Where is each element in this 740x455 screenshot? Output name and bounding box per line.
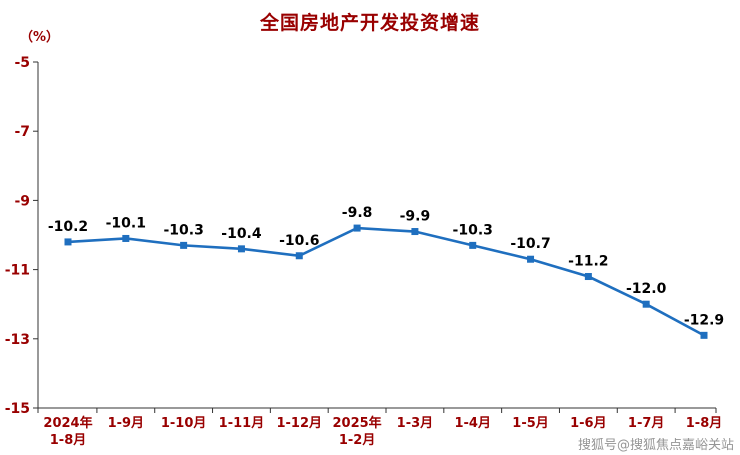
- x-tick-label: 1-11月: [219, 416, 265, 431]
- data-point-marker: [469, 241, 477, 249]
- data-point-marker: [411, 228, 419, 236]
- y-tick-label: -15: [5, 401, 30, 417]
- x-tick-label: 1-7月: [628, 416, 665, 431]
- y-tick-label: -5: [14, 55, 30, 71]
- chart-svg: -5 -7 -9 -11 -13 -15 2024年 1-8月 1-9月 1-10月 1-11月 1-…: [5, 55, 724, 448]
- x-tick-label: 2024年 1-8月: [43, 415, 92, 448]
- x-tick-label: 2025年 1-2月: [332, 415, 381, 448]
- data-point-marker: [64, 238, 72, 246]
- data-point-marker: [527, 255, 535, 263]
- data-point-marker: [584, 273, 592, 281]
- data-value-label: -11.2: [568, 254, 608, 270]
- y-tick-label: -9: [14, 193, 30, 209]
- axes: [37, 62, 716, 409]
- data-value-label: -10.2: [48, 219, 88, 235]
- watermark: 搜狐号@搜狐焦点嘉峪关站: [577, 438, 734, 453]
- x-axis-labels: 2024年 1-8月 1-9月 1-10月 1-11月 1-12月 2025年 1-2月 1-3…: [43, 415, 722, 448]
- data-value-label: -10.3: [163, 222, 203, 238]
- data-value-label: -10.4: [221, 226, 262, 242]
- data-value-label: -12.0: [626, 281, 667, 297]
- data-labels: -10.2 -10.1 -10.3 -10.4 -10.6 -9.8 -9.9 -10.3 -1…: [48, 205, 724, 328]
- x-tick-label: 1-10月: [161, 416, 207, 431]
- data-point-marker: [180, 241, 188, 249]
- chart-title: 全国房地产开发投资增速: [259, 12, 480, 34]
- data-value-label: -9.8: [342, 205, 373, 221]
- x-tick-label: 1-9月: [108, 416, 145, 431]
- data-point-marker: [237, 245, 245, 253]
- data-value-label: -10.6: [279, 233, 319, 249]
- y-axis: -5 -7 -9 -11 -13 -15: [5, 55, 38, 417]
- x-tick-label: 1-4月: [454, 416, 491, 431]
- data-value-label: -12.9: [684, 312, 724, 328]
- data-value-label: -9.9: [400, 209, 431, 225]
- x-tick-label: 1-6月: [570, 416, 607, 431]
- x-tick-label: 1-12月: [276, 416, 322, 431]
- x-tick-label: 1-3月: [397, 416, 434, 431]
- data-value-label: -10.1: [106, 215, 146, 231]
- data-point-marker: [295, 252, 303, 260]
- y-tick-label: -13: [5, 332, 30, 348]
- y-tick-label: -11: [5, 263, 30, 279]
- data-value-label: -10.3: [453, 222, 493, 238]
- x-axis: [37, 408, 717, 413]
- data-point-marker: [642, 300, 650, 308]
- data-point-marker: [122, 234, 130, 242]
- x-tick-label: 1-5月: [512, 416, 549, 431]
- y-tick-label: -7: [14, 124, 30, 140]
- data-value-label: -10.7: [510, 236, 550, 252]
- data-point-marker: [700, 331, 708, 339]
- data-point-marker: [353, 224, 361, 232]
- y-axis-unit-label: （%）: [20, 30, 60, 45]
- x-tick-label: 1-8月: [686, 416, 723, 431]
- data-series: [64, 224, 708, 339]
